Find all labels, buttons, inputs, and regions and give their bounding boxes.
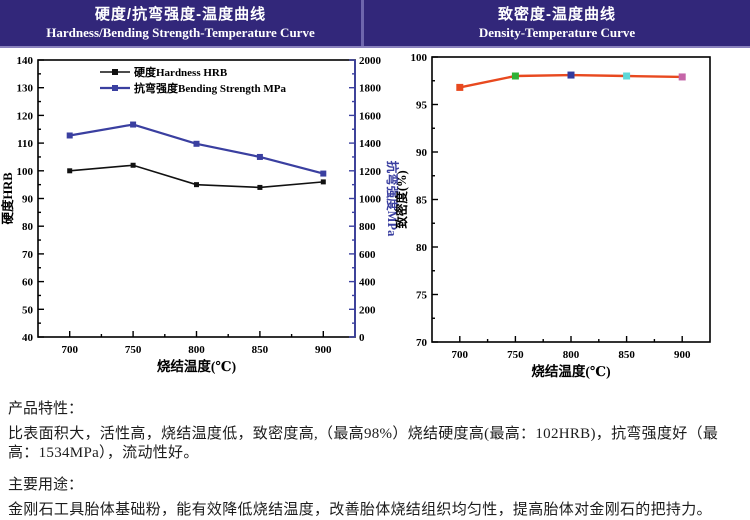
- svg-text:400: 400: [359, 277, 376, 289]
- svg-text:2000: 2000: [359, 55, 382, 67]
- svg-text:800: 800: [563, 349, 580, 361]
- features-text: 比表面积大，活性高，烧结温度低，致密度高,（最高98%）烧结硬度高(最高：102…: [8, 426, 719, 461]
- svg-text:1600: 1600: [359, 110, 382, 122]
- svg-text:70: 70: [22, 249, 34, 261]
- uses-text: 金刚石工具胎体基础粉，能有效降低烧结温度，改善胎体烧结组织均匀性，提高胎体对金刚…: [8, 502, 712, 518]
- svg-text:120: 120: [17, 110, 34, 122]
- svg-text:60: 60: [22, 277, 34, 289]
- density-header-title-en: Density-Temperature Curve: [478, 25, 636, 40]
- svg-text:95: 95: [416, 100, 428, 112]
- density-header-title-zh: 致密度-温度曲线: [498, 6, 616, 23]
- svg-text:100: 100: [411, 52, 428, 64]
- svg-text:200: 200: [359, 304, 376, 316]
- svg-text:80: 80: [416, 242, 428, 254]
- svg-text:硬度HRB: 硬度HRB: [0, 172, 15, 224]
- svg-text:850: 850: [252, 344, 269, 356]
- svg-text:600: 600: [359, 249, 376, 261]
- svg-text:100: 100: [17, 166, 34, 178]
- svg-text:750: 750: [507, 349, 524, 361]
- density-chart-header: 致密度-温度曲线 Density-Temperature Curve: [364, 0, 750, 46]
- svg-text:140: 140: [17, 55, 34, 67]
- product-features-block: 产品特性： 比表面积大，活性高，烧结温度低，致密度高,（最高98%）烧结硬度高(…: [8, 400, 742, 463]
- svg-text:50: 50: [22, 304, 34, 316]
- svg-text:70: 70: [416, 337, 428, 349]
- svg-text:90: 90: [416, 147, 428, 159]
- svg-text:700: 700: [452, 349, 469, 361]
- svg-text:烧结温度(℃): 烧结温度(℃): [157, 358, 236, 374]
- svg-text:抗弯强度MPa: 抗弯强度MPa: [385, 161, 400, 237]
- svg-text:40: 40: [22, 332, 34, 344]
- svg-text:850: 850: [618, 349, 635, 361]
- uses-heading: 主要用途：: [8, 477, 84, 493]
- svg-text:1200: 1200: [359, 166, 382, 178]
- svg-text:700: 700: [61, 344, 78, 356]
- svg-text:800: 800: [188, 344, 205, 356]
- svg-text:80: 80: [22, 221, 34, 233]
- chart-headers: 硬度/抗弯强度-温度曲线 Hardness/Bending Strength-T…: [0, 0, 750, 48]
- header-divider: [361, 0, 364, 46]
- svg-text:1800: 1800: [359, 83, 382, 95]
- svg-text:1000: 1000: [359, 194, 382, 206]
- svg-text:85: 85: [416, 195, 428, 207]
- svg-text:75: 75: [416, 290, 428, 302]
- svg-text:抗弯强度Bending Strength MPa: 抗弯强度Bending Strength MPa: [134, 81, 286, 95]
- svg-text:致密度(%): 致密度(%): [394, 170, 409, 228]
- charts-area: 40 50 60 70 80 90 100 110 120 130 140 硬度HRB 0 200 400 6…: [0, 48, 750, 394]
- svg-text:800: 800: [359, 221, 376, 233]
- svg-text:硬度Hardness HRB: 硬度Hardness HRB: [134, 65, 228, 79]
- main-uses-block: 主要用途： 金刚石工具胎体基础粉，能有效降低烧结温度，改善胎体烧结组织均匀性，提…: [8, 476, 742, 520]
- svg-text:0: 0: [359, 332, 365, 344]
- hardness-header-title-en: Hardness/Bending Strength-Temperature Cu…: [46, 25, 315, 40]
- svg-text:750: 750: [125, 344, 142, 356]
- svg-text:130: 130: [17, 83, 34, 95]
- svg-text:900: 900: [315, 344, 332, 356]
- notes-section: 产品特性： 比表面积大，活性高，烧结温度低，致密度高,（最高98%）烧结硬度高(…: [0, 394, 750, 520]
- svg-text:烧结温度(℃): 烧结温度(℃): [531, 363, 610, 379]
- hardness-header-title-zh: 硬度/抗弯强度-温度曲线: [94, 6, 267, 23]
- svg-text:110: 110: [17, 138, 33, 150]
- hardness-chart-header: 硬度/抗弯强度-温度曲线 Hardness/Bending Strength-T…: [0, 0, 361, 46]
- svg-text:1400: 1400: [359, 138, 382, 150]
- svg-text:900: 900: [674, 349, 691, 361]
- features-heading: 产品特性：: [8, 401, 84, 417]
- svg-text:90: 90: [22, 194, 34, 206]
- hardness-and-density-charts-canvas: 40 50 60 70 80 90 100 110 120 130 140 硬度HRB 0 200 400 6…: [0, 52, 711, 379]
